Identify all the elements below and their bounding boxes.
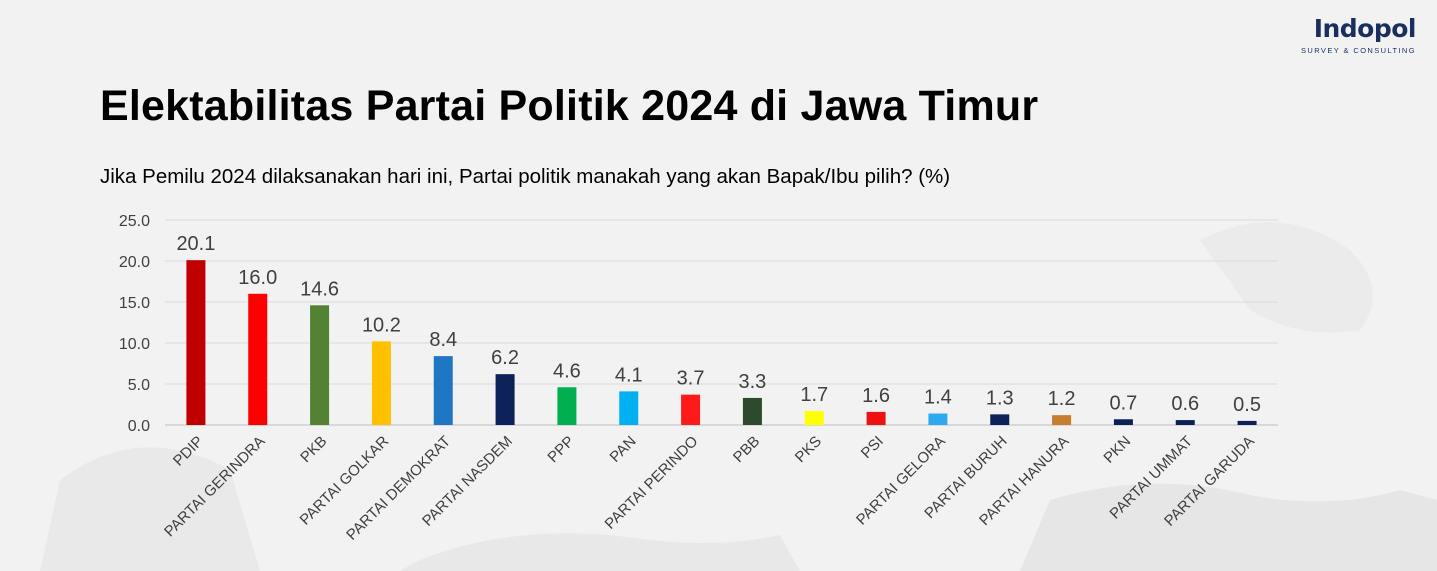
bar xyxy=(1052,415,1072,425)
bar xyxy=(186,260,206,425)
x-tick-label: PPP xyxy=(545,433,578,466)
bar xyxy=(248,293,268,425)
x-tick-label: PSI xyxy=(858,433,887,462)
data-label: 10.2 xyxy=(362,314,401,336)
data-label: 6.2 xyxy=(491,347,519,369)
y-tick-label: 0.0 xyxy=(128,418,150,435)
logo-tagline: SURVEY & CONSULTING xyxy=(1301,46,1416,55)
data-label: 3.3 xyxy=(739,371,767,393)
data-label: 0.5 xyxy=(1233,394,1261,416)
y-tick-label: 15.0 xyxy=(119,295,150,312)
bar xyxy=(1175,420,1195,425)
y-tick-label: 5.0 xyxy=(128,377,150,394)
x-tick-label: PDIP xyxy=(170,433,207,470)
bar xyxy=(804,411,824,425)
bar xyxy=(866,411,886,425)
data-label: 1.3 xyxy=(986,387,1014,409)
data-label: 3.7 xyxy=(677,368,705,390)
indopol-logo: Indopol SURVEY & CONSULTING xyxy=(1296,14,1416,55)
logo-name: Indopol xyxy=(1313,14,1417,43)
bar xyxy=(681,394,701,425)
chart-subtitle: Jika Pemilu 2024 dilaksanakan hari ini, … xyxy=(100,165,951,188)
bar xyxy=(310,305,330,425)
x-tick-label: PARTAI DEMOKRAT xyxy=(343,433,454,544)
x-tick-label: PBB xyxy=(730,433,763,466)
data-label: 1.2 xyxy=(1048,388,1076,410)
x-tick-label: PKS xyxy=(792,433,825,466)
page-title: Elektabilitas Partai Politik 2024 di Jaw… xyxy=(100,82,1039,130)
x-tick-label: PKB xyxy=(297,433,330,466)
data-label: 1.6 xyxy=(862,385,890,407)
data-label: 0.6 xyxy=(1171,393,1199,415)
data-label: 20.1 xyxy=(176,233,215,255)
data-label: 4.6 xyxy=(553,360,581,382)
data-label: 1.7 xyxy=(800,384,828,406)
data-label: 0.7 xyxy=(1110,392,1138,414)
bar xyxy=(433,356,453,425)
bar xyxy=(1237,420,1257,425)
bar xyxy=(1113,419,1133,425)
data-label: 4.1 xyxy=(615,364,643,386)
x-tick-label: PKN xyxy=(1100,433,1134,467)
bar xyxy=(928,413,948,425)
bar xyxy=(557,387,577,425)
bar xyxy=(990,414,1010,425)
data-label: 1.4 xyxy=(924,387,952,409)
bar xyxy=(371,341,391,425)
y-tick-label: 20.0 xyxy=(119,254,150,271)
bar xyxy=(495,374,515,425)
bar xyxy=(742,397,762,425)
x-tick-label: PARTAI GERINDRA xyxy=(161,433,269,541)
x-tick-label: PAN xyxy=(607,433,640,466)
bar xyxy=(619,391,639,425)
data-label: 16.0 xyxy=(238,267,277,289)
data-label: 8.4 xyxy=(429,329,457,351)
y-tick-label: 10.0 xyxy=(119,336,150,353)
data-label: 14.6 xyxy=(300,278,339,300)
y-tick-label: 25.0 xyxy=(119,213,150,230)
